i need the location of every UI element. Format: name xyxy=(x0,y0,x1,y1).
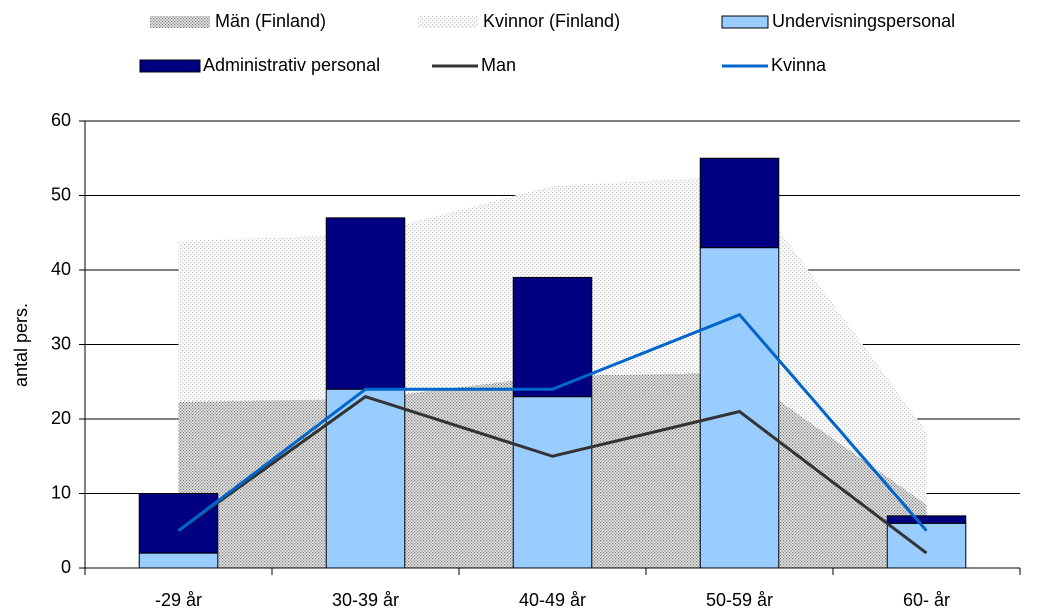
bar xyxy=(325,388,406,569)
y-axis-label: antal pers. xyxy=(11,303,31,387)
bar xyxy=(138,493,219,554)
y-tick-label: 40 xyxy=(51,259,71,279)
bar xyxy=(138,552,219,569)
bar xyxy=(886,515,967,524)
bar xyxy=(512,276,593,398)
line xyxy=(177,312,928,532)
bar xyxy=(699,157,780,249)
legend-swatch xyxy=(721,15,769,29)
legend-swatch xyxy=(418,16,478,28)
legend-label: Kvinnor (Finland) xyxy=(483,11,620,31)
bar xyxy=(325,217,406,390)
y-tick-label: 0 xyxy=(61,557,71,577)
legend-label: Man xyxy=(481,55,516,75)
legend-label: Undervisningspersonal xyxy=(772,11,955,31)
bar xyxy=(886,522,967,569)
y-tick-label: 20 xyxy=(51,408,71,428)
legend-label: Män (Finland) xyxy=(215,11,326,31)
legend-label: Kvinna xyxy=(771,55,827,75)
y-tick-label: 30 xyxy=(51,333,71,353)
legend-swatch xyxy=(150,16,210,28)
line xyxy=(177,394,928,555)
x-tick-label: 30-39 år xyxy=(332,590,399,610)
bar xyxy=(512,396,593,569)
y-tick-label: 60 xyxy=(51,110,71,130)
x-tick-label: 50-59 år xyxy=(706,590,773,610)
x-tick-label: 60- år xyxy=(903,590,950,610)
bar xyxy=(699,247,780,569)
legend-swatch xyxy=(139,59,201,73)
x-tick-label: 40-49 år xyxy=(519,590,586,610)
legend-label: Administrativ personal xyxy=(203,55,380,75)
y-tick-label: 10 xyxy=(51,482,71,502)
x-tick-label: -29 år xyxy=(155,590,202,610)
y-tick-label: 50 xyxy=(51,184,71,204)
